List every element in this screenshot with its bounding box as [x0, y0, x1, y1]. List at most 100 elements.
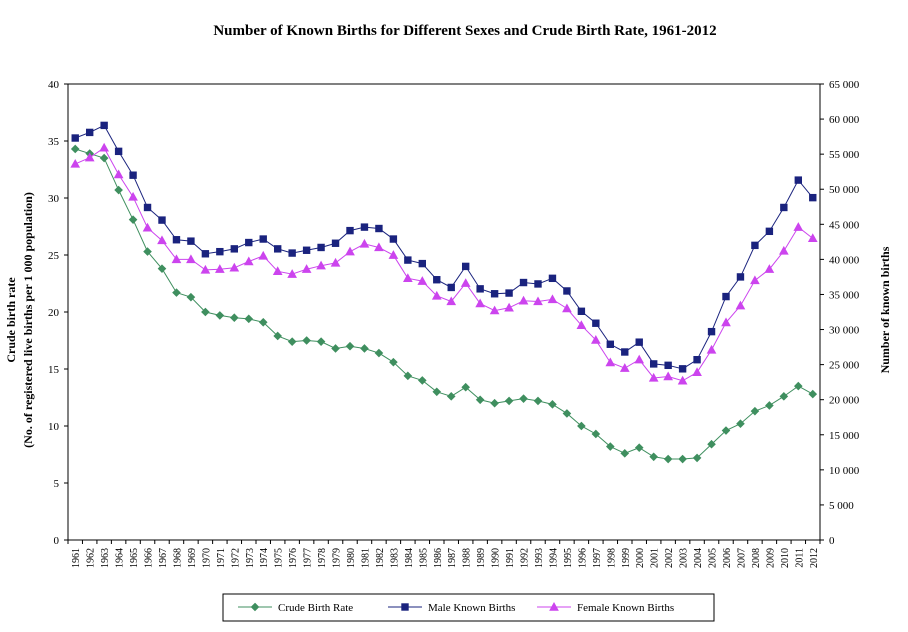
data-point: [794, 176, 803, 184]
data-point: [70, 144, 80, 154]
data-point: [765, 401, 774, 410]
x-tick-label: 1976: [288, 548, 299, 568]
data-point: [230, 313, 239, 323]
data-point: [606, 340, 615, 348]
left-tick-label: 10: [48, 421, 60, 433]
data-point: [99, 142, 110, 152]
data-point: [258, 317, 268, 327]
data-point: [619, 363, 630, 372]
x-tick-label: 2005: [708, 548, 719, 568]
x-tick-label: 1987: [447, 548, 458, 568]
data-point: [272, 266, 283, 276]
data-point: [563, 287, 571, 295]
x-tick-label: 1971: [216, 548, 227, 568]
x-tick-label: 2006: [722, 548, 733, 568]
left-tick-label: 5: [54, 478, 60, 490]
x-tick-label: 1978: [317, 548, 328, 568]
data-point: [750, 275, 760, 285]
data-point: [229, 262, 240, 272]
data-point: [764, 264, 775, 273]
x-tick-label: 1992: [520, 548, 531, 568]
data-point: [404, 256, 412, 264]
x-tick-label: 2009: [765, 548, 776, 568]
data-point: [592, 319, 600, 327]
x-tick-label: 1994: [548, 548, 559, 568]
data-point: [172, 236, 181, 244]
data-point: [389, 357, 398, 367]
data-point: [591, 429, 601, 439]
data-point: [258, 250, 269, 260]
data-point: [403, 371, 413, 381]
right-tick-label: 0: [829, 535, 835, 547]
data-point: [389, 235, 398, 243]
data-point: [808, 389, 818, 399]
data-point: [317, 243, 325, 252]
data-point: [778, 245, 789, 255]
left-tick-label: 35: [48, 136, 60, 148]
data-point: [590, 335, 601, 344]
data-point: [71, 134, 79, 142]
data-point: [533, 396, 543, 406]
data-point: [417, 276, 428, 285]
x-tick-label: 2008: [751, 548, 762, 568]
data-point: [721, 317, 731, 327]
data-point: [143, 247, 152, 256]
legend-label: Female Known Births: [577, 602, 674, 614]
plot-area: [67, 83, 821, 541]
data-point: [215, 311, 225, 320]
data-point: [606, 442, 615, 451]
left-tick-label: 0: [54, 535, 60, 547]
x-tick-label: 1981: [360, 548, 371, 568]
data-point: [243, 256, 254, 266]
plot-border: [67, 83, 821, 541]
data-point: [707, 327, 716, 336]
data-point: [70, 158, 81, 168]
data-point: [721, 426, 731, 435]
series-male-known-births: [71, 121, 817, 373]
right-tick-label: 30 000: [829, 325, 860, 337]
data-point: [388, 250, 399, 259]
data-point: [446, 296, 457, 306]
data-point: [692, 453, 702, 463]
data-point: [736, 273, 745, 281]
data-point: [562, 303, 572, 313]
left-axis-title: Crude birth rate: [4, 277, 18, 363]
x-tick-label: 1991: [505, 548, 516, 568]
data-point: [620, 449, 630, 458]
data-point: [504, 396, 514, 406]
data-point: [201, 250, 210, 258]
data-point: [433, 276, 441, 284]
x-tick-label: 1986: [433, 548, 444, 568]
data-point: [735, 300, 746, 310]
data-point: [331, 344, 340, 353]
data-point: [793, 222, 804, 231]
data-point: [345, 246, 355, 256]
right-tick-label: 15 000: [829, 430, 860, 442]
data-point: [663, 371, 674, 381]
data-point: [706, 344, 717, 354]
x-tick-label: 2012: [809, 548, 820, 568]
data-point: [431, 290, 442, 300]
data-point: [649, 452, 658, 462]
data-point: [692, 367, 702, 377]
data-point: [505, 289, 513, 297]
data-point: [157, 235, 167, 245]
right-tick-label: 45 000: [829, 219, 860, 231]
data-point: [316, 260, 326, 270]
x-tick-label: 1998: [606, 548, 617, 568]
x-tick-label: 1977: [303, 548, 314, 568]
right-tick-label: 50 000: [829, 184, 860, 196]
x-tick-label: 1968: [172, 548, 183, 568]
data-point: [707, 439, 716, 449]
data-point: [143, 203, 152, 212]
series-line: [75, 124, 814, 370]
legend-label: Crude Birth Rate: [278, 602, 353, 614]
legend-label: Male Known Births: [428, 602, 515, 614]
data-point: [548, 274, 557, 283]
data-point: [273, 245, 282, 253]
right-tick-label: 35 000: [829, 289, 860, 301]
data-point: [664, 361, 672, 370]
data-point: [230, 245, 239, 253]
x-tick-label: 1993: [534, 548, 545, 568]
x-tick-label: 2000: [635, 548, 646, 568]
